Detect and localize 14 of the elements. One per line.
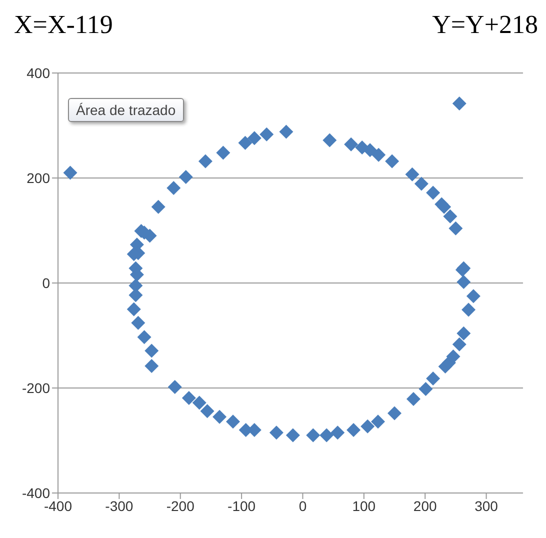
x-tick-label: -300 bbox=[105, 498, 134, 514]
x-tick-label: 200 bbox=[413, 498, 437, 514]
y-tick-label: 0 bbox=[42, 274, 50, 291]
x-tick-label: 300 bbox=[474, 498, 498, 514]
x-tick-label: -100 bbox=[228, 498, 256, 514]
x-tick-label: 0 bbox=[298, 498, 307, 514]
tooltip-box: Área de trazado bbox=[68, 98, 184, 122]
y-tick-label: 400 bbox=[26, 64, 50, 81]
x-tick-label: 100 bbox=[352, 498, 376, 514]
y-tick-label: -200 bbox=[22, 380, 50, 396]
y-tick-label: 200 bbox=[26, 170, 50, 186]
text: Y=Y+218 bbox=[432, 10, 538, 40]
x-tick-label: -200 bbox=[166, 498, 195, 514]
text: X=X-119 bbox=[14, 10, 113, 40]
